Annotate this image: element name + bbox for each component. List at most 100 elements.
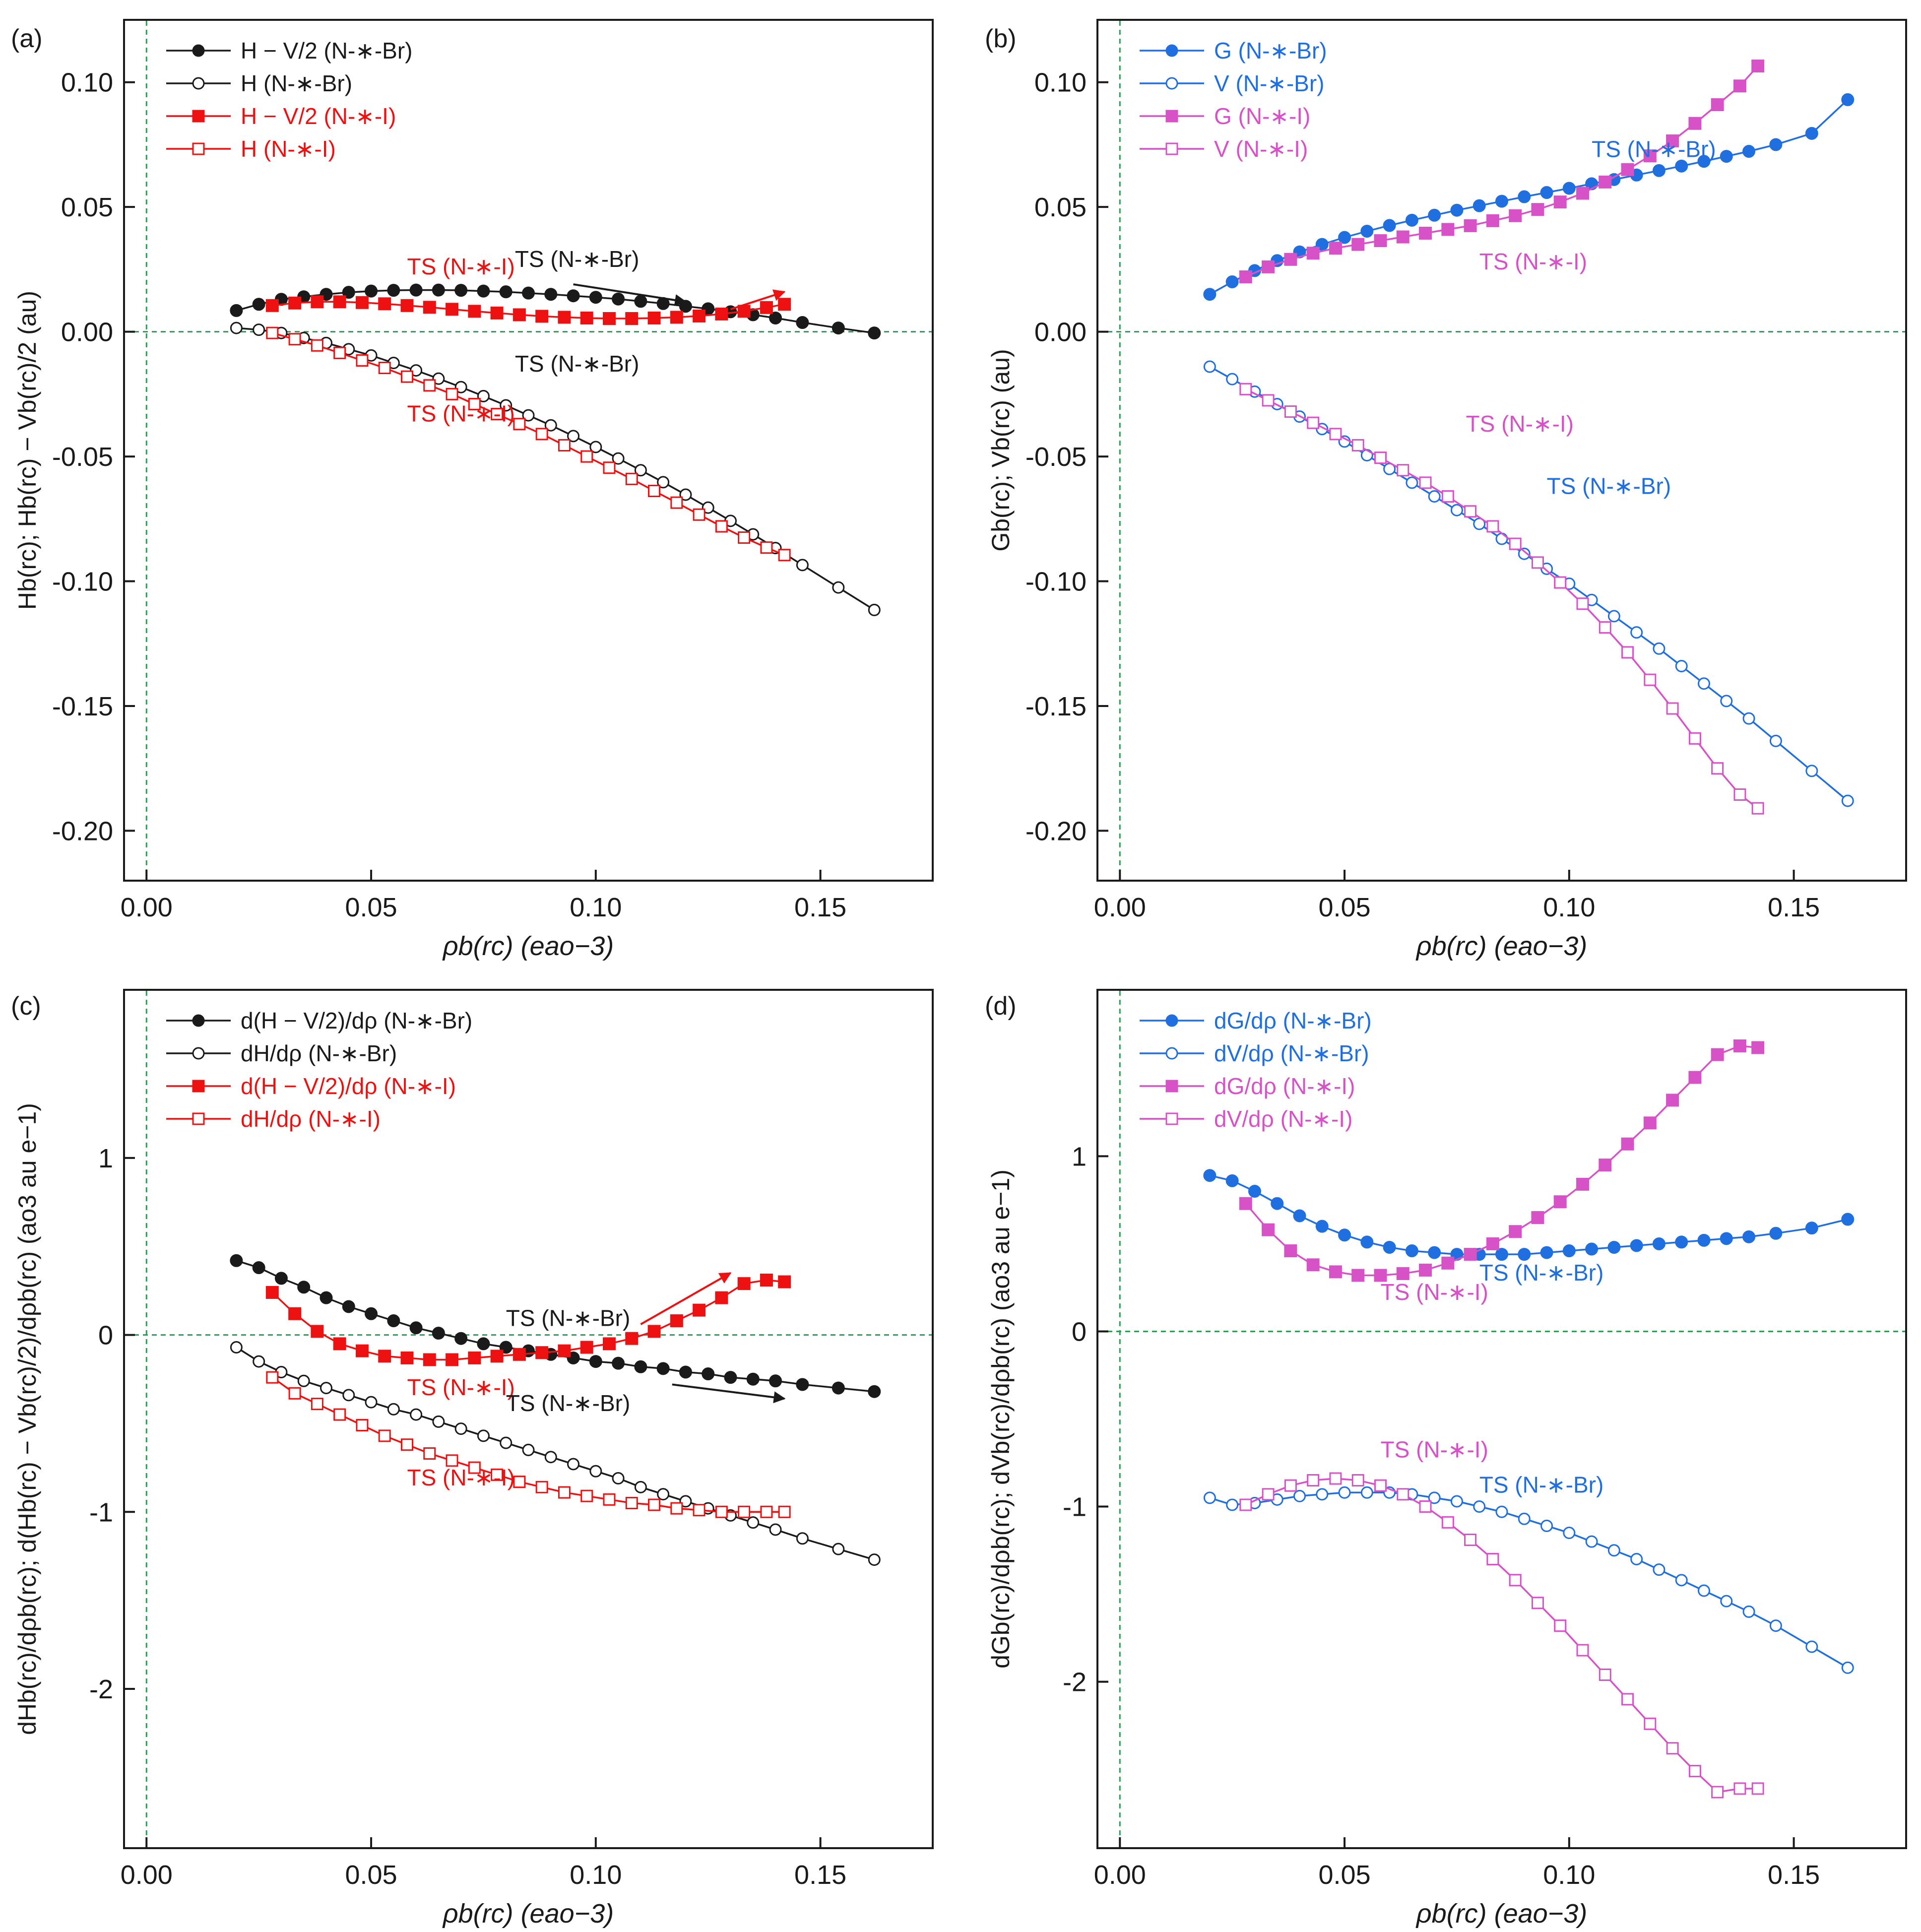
data-point bbox=[796, 559, 809, 572]
data-point bbox=[796, 1378, 809, 1391]
data-point bbox=[387, 1403, 400, 1416]
x-tick-label: 0.05 bbox=[1319, 1860, 1371, 1890]
data-point bbox=[446, 1353, 459, 1366]
legend-marker bbox=[192, 142, 205, 155]
data-point bbox=[1293, 1489, 1306, 1502]
data-point bbox=[410, 364, 423, 377]
data-point bbox=[365, 1307, 378, 1320]
data-point bbox=[1360, 1235, 1374, 1249]
data-point bbox=[702, 1367, 715, 1381]
data-point bbox=[423, 301, 436, 314]
series bbox=[1239, 1039, 1765, 1282]
y-axis-label: dGb(rc)/dρb(rc); dVb(rc)/dρb(rc) (ao3 au… bbox=[987, 1169, 1015, 1669]
y-tick-label: -0.20 bbox=[52, 816, 113, 846]
data-point bbox=[423, 1447, 436, 1460]
data-point bbox=[778, 298, 791, 311]
data-point bbox=[1374, 234, 1387, 248]
data-point bbox=[1441, 490, 1454, 503]
data-point bbox=[657, 476, 670, 489]
data-point bbox=[612, 292, 625, 306]
data-point bbox=[589, 441, 602, 453]
data-point bbox=[1306, 1258, 1320, 1272]
ts-annotation: TS (N-∗-Br) bbox=[1547, 473, 1671, 499]
data-point bbox=[365, 1396, 378, 1409]
data-point bbox=[522, 409, 535, 422]
data-point bbox=[1441, 223, 1455, 236]
data-point bbox=[1698, 677, 1710, 690]
data-point bbox=[1563, 1526, 1576, 1539]
data-point bbox=[1262, 394, 1275, 407]
data-point bbox=[1688, 732, 1701, 745]
y-tick-label: 0 bbox=[98, 1321, 113, 1351]
data-point bbox=[1428, 1491, 1441, 1504]
legend-label: V (N-∗-Br) bbox=[1214, 70, 1325, 96]
data-point bbox=[1293, 1209, 1306, 1223]
data-point bbox=[603, 461, 616, 474]
data-point bbox=[796, 316, 809, 329]
data-point bbox=[1464, 505, 1477, 518]
legend-label: dG/dρ (N-∗-Br) bbox=[1214, 1008, 1372, 1033]
data-point bbox=[288, 1387, 301, 1400]
data-point bbox=[311, 1325, 324, 1338]
data-point bbox=[274, 1272, 288, 1285]
data-point bbox=[500, 399, 512, 412]
data-point bbox=[1733, 1782, 1746, 1795]
data-point bbox=[1262, 1223, 1275, 1236]
data-point bbox=[1805, 1640, 1818, 1653]
data-point bbox=[1576, 187, 1589, 200]
legend-label: G (N-∗-I) bbox=[1214, 103, 1310, 129]
y-tick-label: -2 bbox=[89, 1674, 113, 1704]
data-point bbox=[634, 1481, 647, 1493]
data-point bbox=[625, 1496, 638, 1509]
data-point bbox=[648, 1498, 661, 1511]
data-point bbox=[868, 1553, 881, 1566]
data-point bbox=[1284, 405, 1297, 418]
data-point bbox=[1666, 1094, 1679, 1107]
data-point bbox=[1396, 1267, 1409, 1280]
series-line bbox=[1245, 1478, 1758, 1793]
data-point bbox=[738, 531, 751, 544]
series-line bbox=[1209, 1491, 1849, 1669]
data-point bbox=[522, 286, 535, 300]
data-point bbox=[1653, 1563, 1665, 1576]
data-point bbox=[1509, 1225, 1522, 1238]
data-point bbox=[693, 309, 706, 322]
data-point bbox=[1419, 1263, 1432, 1277]
data-point bbox=[1643, 1116, 1657, 1130]
ts-annotation: TS (N-∗-Br) bbox=[506, 1305, 631, 1331]
data-point bbox=[558, 1344, 571, 1357]
data-point bbox=[1540, 1519, 1553, 1532]
ts-annotation: TS (N-∗-I) bbox=[407, 401, 515, 427]
legend-label: H (N-∗-Br) bbox=[241, 70, 352, 96]
legend-marker bbox=[1165, 77, 1178, 90]
data-point bbox=[1540, 186, 1553, 199]
data-point bbox=[1697, 155, 1711, 168]
data-point bbox=[1841, 794, 1854, 807]
x-tick-label: 0.05 bbox=[345, 1860, 397, 1890]
x-axis-label: ρb(rc) (eao−3) bbox=[1415, 1899, 1588, 1929]
data-point bbox=[1711, 1048, 1724, 1061]
x-tick-label: 0.10 bbox=[570, 893, 622, 922]
data-point bbox=[580, 1489, 593, 1502]
data-point bbox=[625, 312, 639, 325]
data-point bbox=[1518, 547, 1531, 560]
data-point bbox=[1621, 646, 1634, 659]
data-point bbox=[1486, 1552, 1499, 1565]
data-point bbox=[1720, 1595, 1733, 1608]
ts-annotation: TS (N-∗-Br) bbox=[506, 1390, 631, 1416]
data-point bbox=[1464, 1534, 1477, 1546]
data-point bbox=[252, 298, 265, 311]
data-point bbox=[868, 1385, 881, 1398]
data-point bbox=[1374, 451, 1387, 464]
series-line bbox=[236, 327, 875, 611]
y-tick-label: 0 bbox=[1072, 1317, 1087, 1347]
data-point bbox=[513, 418, 526, 431]
data-point bbox=[1733, 788, 1746, 801]
data-point bbox=[297, 1281, 311, 1294]
data-point bbox=[715, 1291, 728, 1304]
legend-marker bbox=[192, 44, 205, 57]
y-tick-label: 0.10 bbox=[61, 68, 113, 98]
data-point bbox=[513, 1476, 526, 1488]
ts-annotation: TS (N-∗-Br) bbox=[1479, 1472, 1604, 1497]
